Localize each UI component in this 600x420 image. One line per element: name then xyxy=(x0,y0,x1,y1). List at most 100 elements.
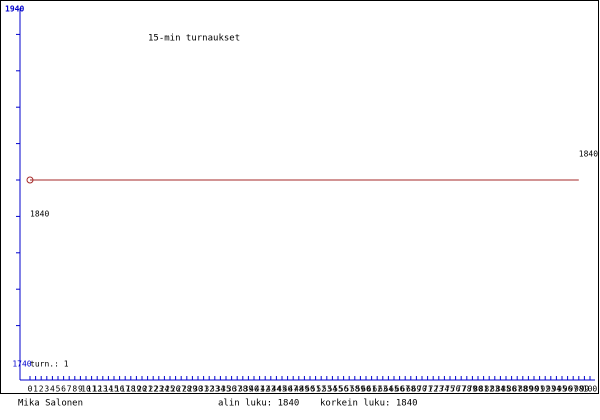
x-tick-label: 21 xyxy=(143,385,153,394)
x-tick-label: 17 xyxy=(120,385,130,394)
x-tick-label: 72 xyxy=(428,385,438,394)
x-tick-label: 9 xyxy=(78,385,83,394)
x-tick-label: 33 xyxy=(210,385,220,394)
x-tick-label: 67 xyxy=(400,385,410,394)
annotation: turn.: 1 xyxy=(30,360,69,369)
x-tick-label: 56 xyxy=(339,385,349,394)
x-tick-label: 6 xyxy=(61,385,66,394)
x-tick-label: 39 xyxy=(244,385,254,394)
x-tick-label: 30 xyxy=(193,385,203,394)
x-tick-label: 42 xyxy=(260,385,270,394)
x-tick-label: 84 xyxy=(496,385,506,394)
x-tick-label: 54 xyxy=(328,385,338,394)
x-tick-label: 29 xyxy=(188,385,198,394)
x-tick-label: 59 xyxy=(356,385,366,394)
x-tick-label: 97 xyxy=(568,385,578,394)
x-tick-label: 37 xyxy=(232,385,242,394)
x-tick-label: 10 xyxy=(81,385,91,394)
x-tick-label: 66 xyxy=(395,385,405,394)
x-tick-label: 51 xyxy=(311,385,321,394)
x-tick-label: 87 xyxy=(512,385,522,394)
x-tick-label: 35 xyxy=(221,385,231,394)
x-tick-label: 86 xyxy=(507,385,517,394)
author: Mika Salonen xyxy=(18,399,83,409)
x-tick-label: 52 xyxy=(316,385,326,394)
x-tick-label: 24 xyxy=(160,385,170,394)
x-tick-label: 80 xyxy=(473,385,483,394)
x-tick-label: 83 xyxy=(490,385,500,394)
x-tick-label: 60 xyxy=(361,385,371,394)
x-tick-label: 50 xyxy=(305,385,315,394)
x-tick-label: 76 xyxy=(451,385,461,394)
x-tick-label: 11 xyxy=(87,385,97,394)
x-tick-label: 27 xyxy=(176,385,186,394)
x-tick-label: 38 xyxy=(238,385,248,394)
x-tick-label: 12 xyxy=(92,385,102,394)
x-tick-label: 95 xyxy=(557,385,567,394)
x-tick-label: 34 xyxy=(216,385,226,394)
x-tick-label: 46 xyxy=(283,385,293,394)
x-tick-label: 7 xyxy=(67,385,72,394)
x-tick-label: 75 xyxy=(445,385,455,394)
x-tick-label: 85 xyxy=(501,385,511,394)
x-tick-label: 48 xyxy=(294,385,304,394)
x-tick-label: 91 xyxy=(535,385,545,394)
x-tick-label: 16 xyxy=(115,385,125,394)
x-tick-label: 49 xyxy=(300,385,310,394)
x-tick-label: 89 xyxy=(524,385,534,394)
x-tick-label: 47 xyxy=(288,385,298,394)
x-tick-label: 19 xyxy=(132,385,142,394)
x-tick-label: 15 xyxy=(109,385,119,394)
x-tick-label: 5 xyxy=(56,385,61,394)
x-tick-label: 18 xyxy=(126,385,136,394)
x-tick-label: 90 xyxy=(529,385,539,394)
x-tick-label: 55 xyxy=(333,385,343,394)
x-tick-label: 2 xyxy=(39,385,44,394)
x-tick-label: 74 xyxy=(440,385,450,394)
x-tick-label: 65 xyxy=(389,385,399,394)
x-tick-label: 28 xyxy=(182,385,192,394)
point-marker xyxy=(26,176,34,184)
x-tick-label: 26 xyxy=(171,385,181,394)
x-tick-label: 79 xyxy=(468,385,478,394)
x-tick-label: 25 xyxy=(165,385,175,394)
x-tick-label: 53 xyxy=(322,385,332,394)
x-tick-label: 99 xyxy=(580,385,590,394)
max-label: korkein luku: 1840 xyxy=(320,399,418,409)
y-limit-label: 1940 xyxy=(5,5,24,14)
x-tick-label: 58 xyxy=(350,385,360,394)
x-tick-label: 23 xyxy=(154,385,164,394)
frame xyxy=(0,0,599,394)
x-tick-label: 22 xyxy=(148,385,158,394)
x-tick-label: 61 xyxy=(367,385,377,394)
x-tick-label: 4 xyxy=(50,385,55,394)
x-tick-label: 78 xyxy=(462,385,472,394)
x-tick-label: 57 xyxy=(344,385,354,394)
value-label: 1840 xyxy=(30,210,49,219)
min-label: alin luku: 1840 xyxy=(218,399,299,409)
x-tick-label: 92 xyxy=(540,385,550,394)
x-tick-label: 82 xyxy=(484,385,494,394)
x-tick-label: 69 xyxy=(412,385,422,394)
x-tick-label: 71 xyxy=(423,385,433,394)
x-tick-label: 32 xyxy=(204,385,214,394)
x-tick-label: 40 xyxy=(249,385,259,394)
x-tick-label: 62 xyxy=(372,385,382,394)
x-tick-label: 45 xyxy=(277,385,287,394)
x-tick-label: 13 xyxy=(98,385,108,394)
x-tick-label: 93 xyxy=(546,385,556,394)
x-tick-label: 0 xyxy=(28,385,33,394)
x-tick-label: 64 xyxy=(384,385,394,394)
x-tick-label: 14 xyxy=(104,385,114,394)
x-tick-label: 20 xyxy=(137,385,147,394)
value-label: 1840 xyxy=(579,150,598,159)
x-tick-label: 41 xyxy=(255,385,265,394)
x-tick-label: 8 xyxy=(72,385,77,394)
x-tick-label: 88 xyxy=(518,385,528,394)
x-tick-label: 98 xyxy=(574,385,584,394)
x-tick-label: 100 xyxy=(583,385,598,394)
x-tick-label: 44 xyxy=(272,385,282,394)
x-tick-label: 94 xyxy=(552,385,562,394)
x-tick-label: 96 xyxy=(563,385,573,394)
